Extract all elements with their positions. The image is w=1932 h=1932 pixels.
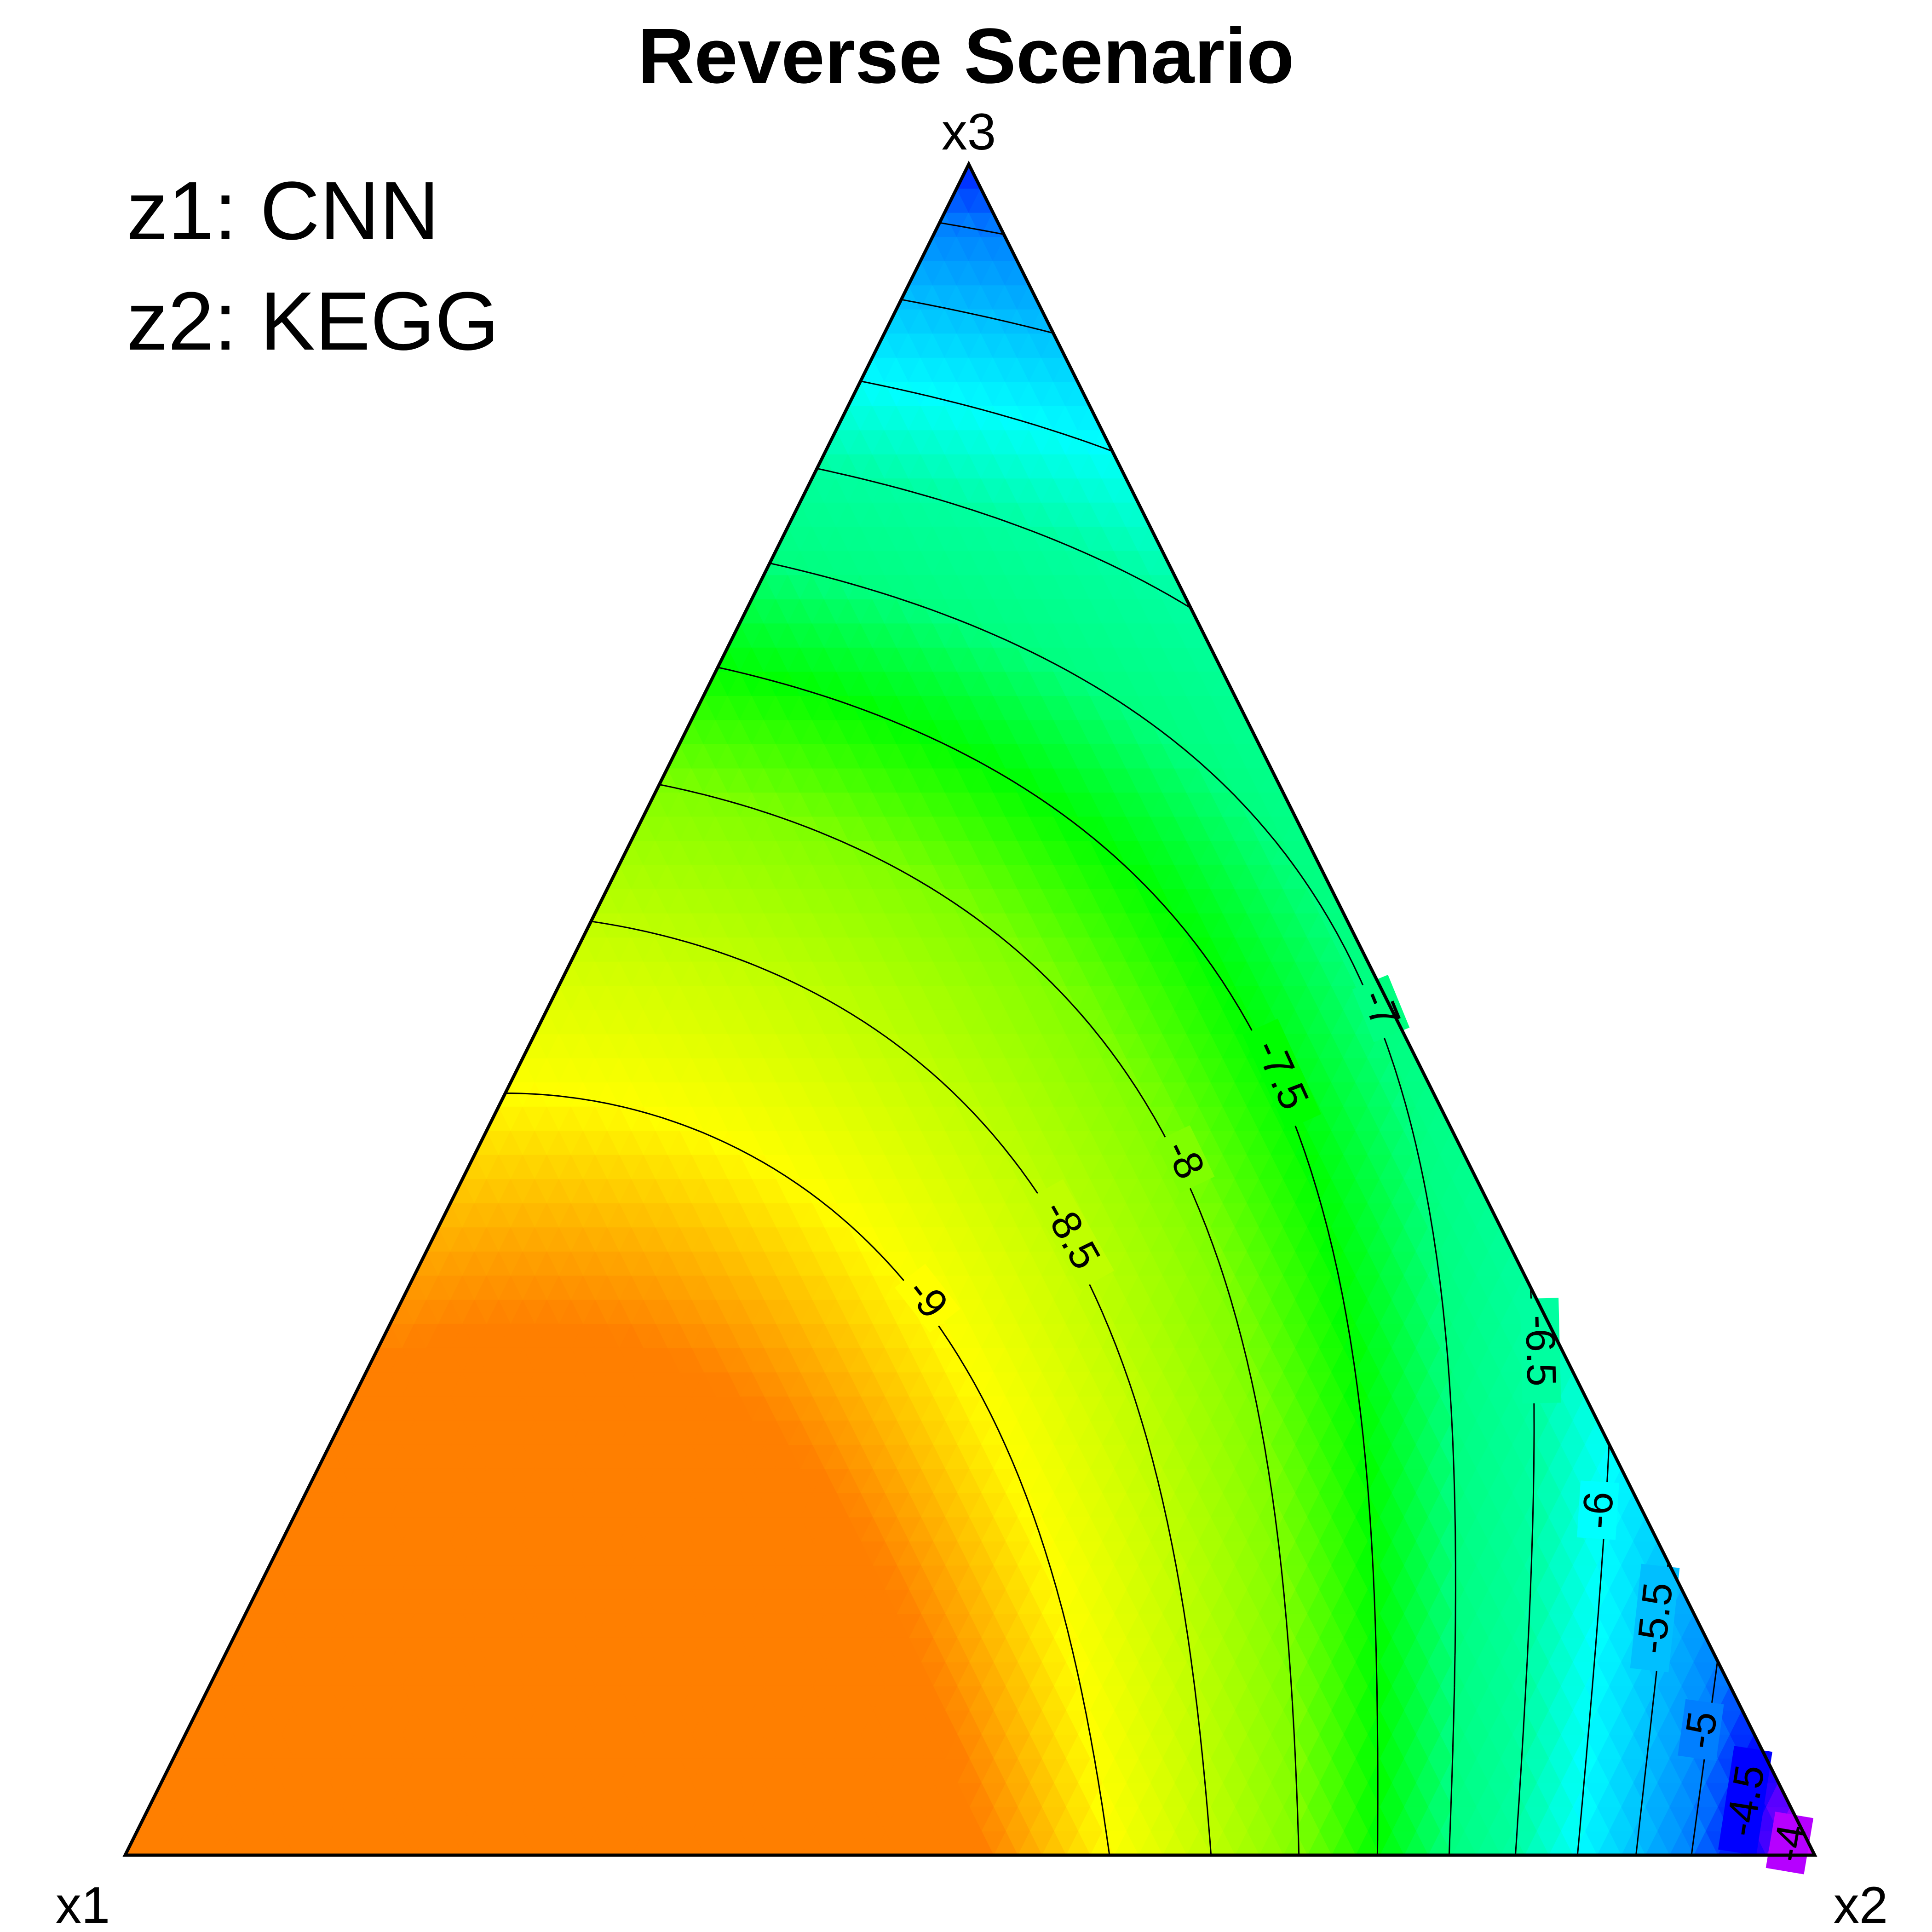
contour-label-bg bbox=[1678, 1699, 1724, 1761]
contour-label: -4.5 bbox=[1717, 1746, 1774, 1856]
contour-line bbox=[659, 784, 1300, 1856]
contour-label-text: -4.5 bbox=[1717, 1762, 1774, 1840]
contour-label-bg bbox=[1242, 1018, 1322, 1130]
contour-label-bg bbox=[1577, 1480, 1619, 1540]
contour-line bbox=[816, 468, 1535, 1856]
contour-label-bg bbox=[895, 1264, 960, 1333]
contour-labels: -9-8.5-8-7.5-7-6.5-6-5.5-5-4.5-4 bbox=[895, 975, 1815, 1874]
contour-lines bbox=[505, 222, 1801, 1856]
contour-label-bg bbox=[1155, 1125, 1215, 1194]
contour-label-text: -6.5 bbox=[1517, 1315, 1564, 1387]
contour-line bbox=[505, 1092, 1110, 1856]
contour-label: -6.5 bbox=[1517, 1298, 1564, 1404]
triangle-frame bbox=[122, 161, 1817, 1857]
legend-line-z1: z1: CNN bbox=[126, 165, 439, 257]
vertex-label-x3: x3 bbox=[942, 103, 996, 161]
vertex-label-x1: x1 bbox=[56, 1876, 110, 1932]
contour-label: -5 bbox=[1675, 1699, 1726, 1761]
contour-line bbox=[591, 920, 1212, 1856]
contour-label-bg bbox=[1630, 1564, 1680, 1673]
contour-label-bg bbox=[1029, 1179, 1115, 1290]
heatmap-fill bbox=[125, 163, 1815, 1856]
contour-line bbox=[717, 667, 1379, 1856]
vertex-label-x2: x2 bbox=[1834, 1876, 1888, 1932]
contour-label-bg bbox=[1352, 975, 1410, 1042]
contour-label: -6 bbox=[1574, 1480, 1622, 1540]
contour-label-text: -4 bbox=[1764, 1821, 1815, 1865]
legend-line-z2: z2: KEGG bbox=[126, 275, 499, 368]
contour-label-text: -6 bbox=[1574, 1490, 1622, 1530]
contour-label-text: -5 bbox=[1675, 1708, 1726, 1751]
contour-label-text: -5.5 bbox=[1628, 1580, 1682, 1656]
contour-label: -5.5 bbox=[1628, 1564, 1682, 1673]
contour-label-bg bbox=[1718, 1746, 1772, 1856]
contour-line bbox=[769, 562, 1456, 1856]
chart-title: Reverse Scenario bbox=[638, 12, 1294, 100]
